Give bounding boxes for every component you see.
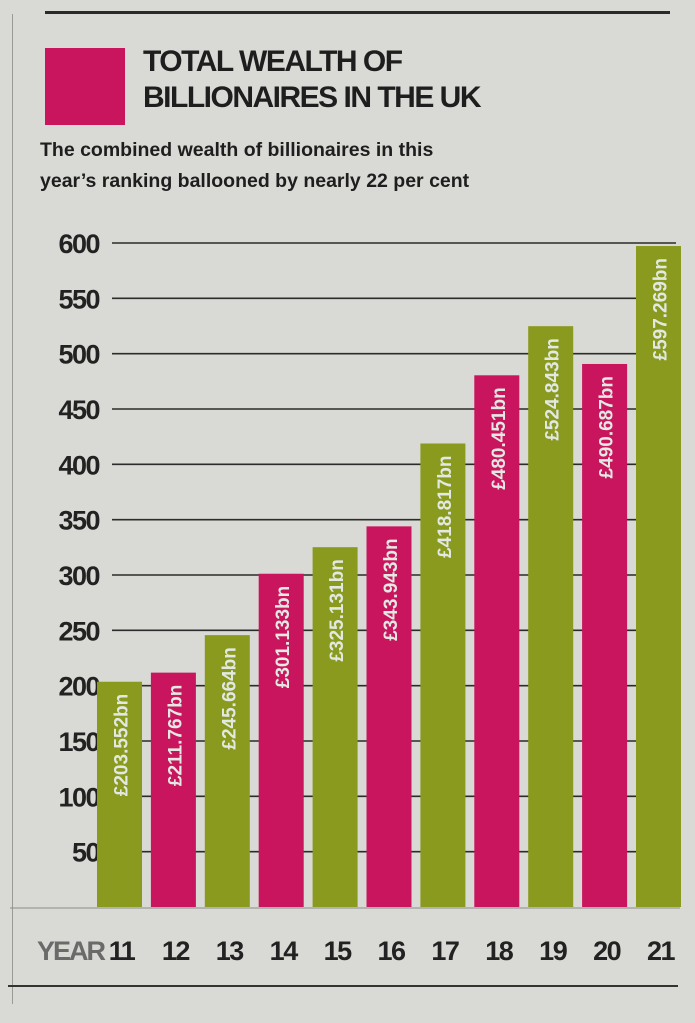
bar (97, 681, 142, 907)
subtitle-line-2: year’s ranking ballooned by nearly 22 pe… (40, 170, 470, 192)
y-tick-label: 150 (58, 727, 99, 757)
y-tick-label: 100 (58, 782, 99, 812)
title-color-block (45, 48, 125, 125)
y-tick-label: 200 (58, 672, 99, 702)
bar-value-label: £245.664bn (219, 647, 240, 749)
y-tick-label: 500 (58, 340, 99, 370)
x-tick-label: 12 (162, 936, 190, 966)
bar-value-label: £480.451bn (489, 387, 510, 489)
bar (312, 547, 358, 907)
bar (366, 526, 412, 907)
bar-value-label: £418.817bn (435, 456, 456, 558)
bar (636, 246, 681, 907)
x-tick-label: 19 (539, 936, 568, 966)
y-tick-label: 400 (58, 450, 99, 480)
bar-value-label: £524.843bn (543, 338, 564, 440)
x-tick-label: 16 (377, 936, 406, 966)
bar (204, 635, 250, 907)
y-tick-label: 300 (58, 561, 99, 591)
y-tick-label: 450 (58, 395, 99, 425)
bar (420, 443, 466, 907)
x-tick-label: 17 (431, 936, 459, 966)
bar-value-label: £301.133bn (273, 586, 294, 688)
title-line-2: BILLIONAIRES IN THE UK (143, 81, 482, 114)
x-tick-label: 15 (324, 936, 353, 966)
top-rule (45, 11, 670, 14)
x-tick-label: 21 (647, 936, 676, 966)
x-axis-label: YEAR (37, 936, 106, 966)
bar-value-label: £325.131bn (327, 559, 348, 661)
bar (528, 326, 574, 908)
bar-value-label: £490.687bn (597, 376, 618, 478)
subtitle-line-1: The combined wealth of billionaires in t… (40, 139, 434, 161)
bar-value-label: £203.552bn (112, 694, 133, 796)
x-tick-label: 13 (216, 936, 245, 966)
y-tick-label: 50 (72, 838, 100, 868)
bottom-rule (8, 985, 678, 987)
y-tick-label: 250 (58, 616, 99, 646)
bar-value-label: £211.767bn (165, 685, 186, 786)
x-tick-label: 11 (109, 936, 136, 966)
page-edge (12, 14, 13, 1004)
chart-title: TOTAL WEALTH OF BILLIONAIRES IN THE UK (143, 44, 482, 116)
x-tick-label: 20 (593, 936, 621, 966)
bar-value-label: £597.269bn (651, 258, 672, 360)
y-tick-label: 550 (58, 284, 99, 314)
x-tick-label: 18 (485, 936, 514, 966)
title-line-1: TOTAL WEALTH OF (143, 45, 403, 78)
bar (474, 375, 520, 907)
x-tick-label: 14 (270, 936, 299, 966)
bar (258, 573, 304, 907)
chart-subtitle: The combined wealth of billionaires in t… (40, 135, 469, 197)
y-tick-label: 350 (58, 506, 99, 536)
y-tick-label: 600 (58, 229, 99, 259)
bar (150, 672, 196, 907)
bar-value-label: £343.943bn (381, 538, 402, 640)
bar (582, 363, 628, 908)
